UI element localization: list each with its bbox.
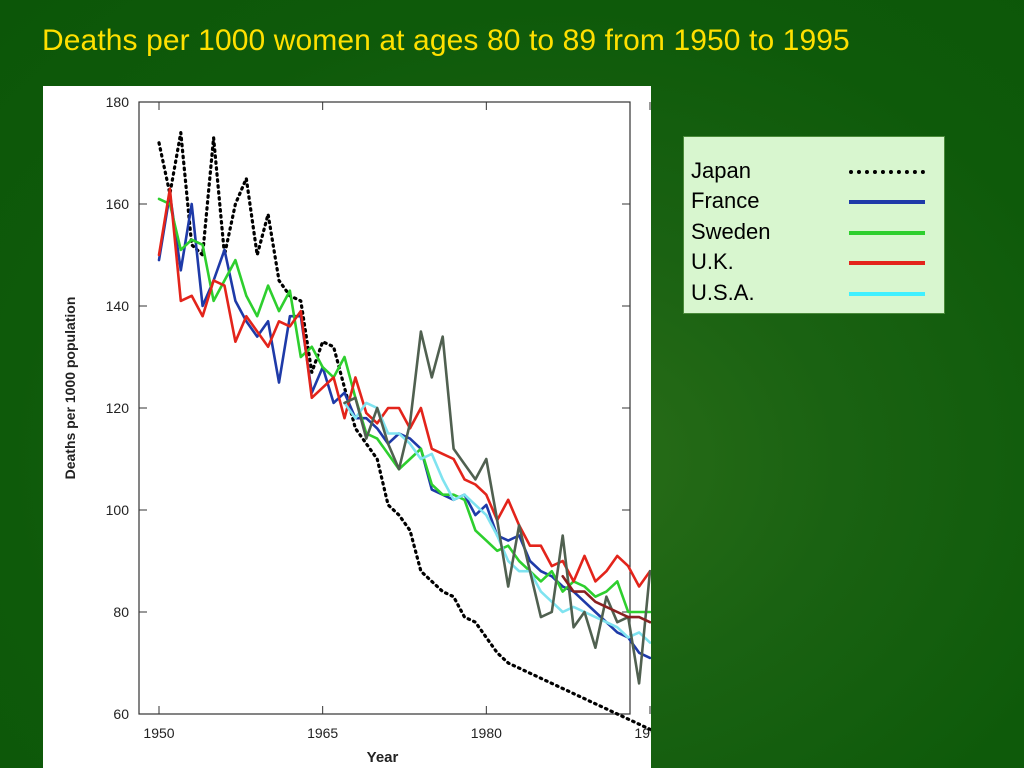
series-line-u-k — [157, 187, 651, 588]
y-tick-label: 80 — [113, 604, 129, 620]
legend-swatch-france — [849, 200, 925, 204]
y-tick-label: 60 — [113, 706, 129, 722]
line-chart: 60 80 100 120 140 160 180 1950 1965 1980 1995 Year D… — [62, 94, 651, 766]
legend-label: Japan — [691, 158, 751, 183]
y-tick-label: 180 — [106, 94, 130, 110]
series-line-sweden — [157, 197, 651, 614]
legend-item-japan: Japan — [691, 156, 941, 186]
legend-swatch-usa — [849, 292, 925, 296]
legend: Japan France Sweden U.K. U.S.A. — [683, 136, 945, 314]
legend-label: Sweden — [691, 219, 771, 244]
y-axis-label: Deaths per 1000 population — [62, 297, 78, 480]
legend-swatch-japan — [849, 170, 925, 174]
series-line-5 — [343, 330, 651, 685]
legend-label: U.S.A. — [691, 280, 755, 305]
legend-swatch-sweden — [849, 231, 925, 235]
series-line-6 — [561, 574, 651, 624]
x-tick-label: 1995 — [634, 725, 651, 741]
legend-label: France — [691, 188, 760, 213]
x-tick-label: 1950 — [143, 725, 174, 741]
x-tick-label: 1980 — [471, 725, 502, 741]
chart-panel: 60 80 100 120 140 160 180 1950 1965 1980 1995 Year D… — [43, 86, 651, 768]
series-line-u-s-a — [343, 401, 651, 644]
y-tick-label: 120 — [106, 400, 130, 416]
legend-item-usa: U.S.A. — [691, 278, 941, 308]
slide-title: Deaths per 1000 women at ages 80 to 89 f… — [42, 24, 850, 57]
series-line-japan — [157, 130, 651, 731]
legend-item-france: France — [691, 186, 941, 216]
y-tick-label: 140 — [106, 298, 130, 314]
plot-frame — [138, 101, 631, 715]
legend-swatch-uk — [849, 261, 925, 265]
x-axis-label: Year — [367, 749, 399, 766]
legend-item-uk: U.K. — [691, 247, 941, 277]
legend-label: U.K. — [691, 249, 734, 274]
x-tick-label: 1965 — [307, 725, 338, 741]
legend-item-sweden: Sweden — [691, 217, 941, 247]
y-tick-label: 100 — [106, 502, 130, 518]
y-tick-label: 160 — [106, 196, 130, 212]
